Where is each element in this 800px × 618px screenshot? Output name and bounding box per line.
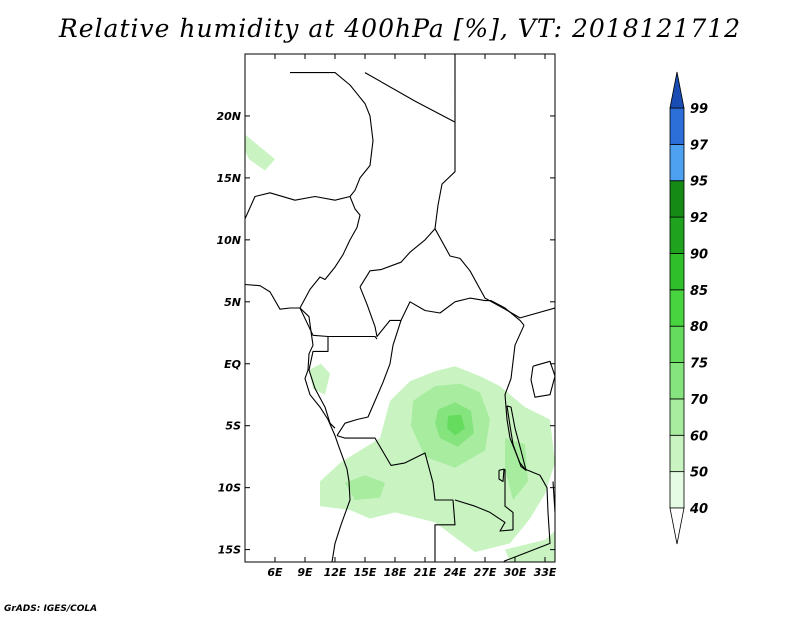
border-line <box>498 468 505 483</box>
lon-tick-label: 15E <box>354 566 377 579</box>
lat-tick-label: 20N <box>216 110 241 123</box>
latitude-axis: 20N 15N 10N 5N EQ 5S 10S 15S <box>216 110 555 557</box>
colorbar-box <box>669 471 685 509</box>
humidity-region <box>505 531 555 562</box>
humidity-region <box>447 414 465 436</box>
colorbar-label: 95 <box>690 175 708 190</box>
colorbar-label: 50 <box>690 466 708 481</box>
lon-tick-label: 30E <box>504 566 527 579</box>
chart-title: Relative humidity at 400hPa [%], VT: 201… <box>58 14 742 43</box>
border-line <box>336 320 402 436</box>
border-line <box>434 228 555 319</box>
humidity-region <box>345 475 385 500</box>
border-line <box>299 196 361 309</box>
lat-tick-label: 15S <box>218 544 241 557</box>
border-line <box>359 286 525 338</box>
colorbar-label: 92 <box>690 211 708 226</box>
colorbar-box <box>669 180 685 218</box>
colorbar-min-arrow <box>669 507 685 545</box>
colorbar-label: 60 <box>690 429 708 444</box>
colorbar-box <box>669 253 685 291</box>
lat-tick-label: 10N <box>216 234 241 247</box>
lat-tick-label: 10S <box>218 482 241 495</box>
colorbar-box <box>669 107 685 145</box>
lon-tick-label: 21E <box>414 566 437 579</box>
border-line <box>530 360 555 398</box>
colorbar-label: 70 <box>690 393 708 408</box>
map-frame <box>244 53 556 563</box>
border-line <box>290 72 374 197</box>
colorbar-box <box>669 143 685 182</box>
lon-tick-label: 12E <box>324 566 347 579</box>
colorbar-box <box>669 216 685 254</box>
colorbar: 40 50 60 70 75 80 85 90 92 95 97 99 <box>669 71 709 545</box>
border-line <box>502 468 551 562</box>
lon-tick-label: 24E <box>444 566 467 579</box>
lon-tick-label: 33E <box>534 566 557 579</box>
border-line <box>245 283 351 562</box>
colorbar-box <box>669 434 685 473</box>
colorbar-label: 90 <box>690 247 708 262</box>
colorbar-box <box>669 398 685 436</box>
border-line <box>359 122 456 288</box>
lon-tick-label: 18E <box>384 566 407 579</box>
border-line <box>336 435 456 562</box>
colorbar-box <box>669 289 685 327</box>
colorbar-box <box>669 362 685 400</box>
colorbar-label: 40 <box>689 502 708 517</box>
colorbar-box <box>669 325 685 363</box>
colorbar-label: 99 <box>690 102 708 117</box>
lat-tick-label: 5S <box>225 420 241 433</box>
border-line <box>245 192 351 220</box>
lat-tick-label: 5N <box>224 296 241 309</box>
colorbar-label: 85 <box>690 284 708 299</box>
border-line <box>552 481 555 519</box>
border-line <box>308 336 336 429</box>
colorbar-label: 80 <box>690 320 708 335</box>
lon-tick-label: 27E <box>474 566 497 579</box>
lon-tick-label: 9E <box>297 566 313 579</box>
lon-tick-label: 6E <box>267 566 283 579</box>
grads-credit: GrADS: IGES/COLA <box>4 604 98 614</box>
lat-tick-label: EQ <box>224 358 241 371</box>
country-borders <box>245 54 555 562</box>
longitude-axis: 6E 9E 12E 15E 18E 21E 24E 27E 30E 33E <box>267 54 557 579</box>
humidity-region <box>245 134 275 171</box>
border-line <box>364 54 456 123</box>
border-line <box>506 405 527 471</box>
colorbar-label: 97 <box>690 138 709 153</box>
border-line <box>454 469 514 532</box>
colorbar-label: 75 <box>690 357 708 372</box>
colorbar-max-arrow <box>669 71 685 109</box>
lat-tick-label: 15N <box>216 172 241 185</box>
humidity-fills <box>245 134 555 562</box>
